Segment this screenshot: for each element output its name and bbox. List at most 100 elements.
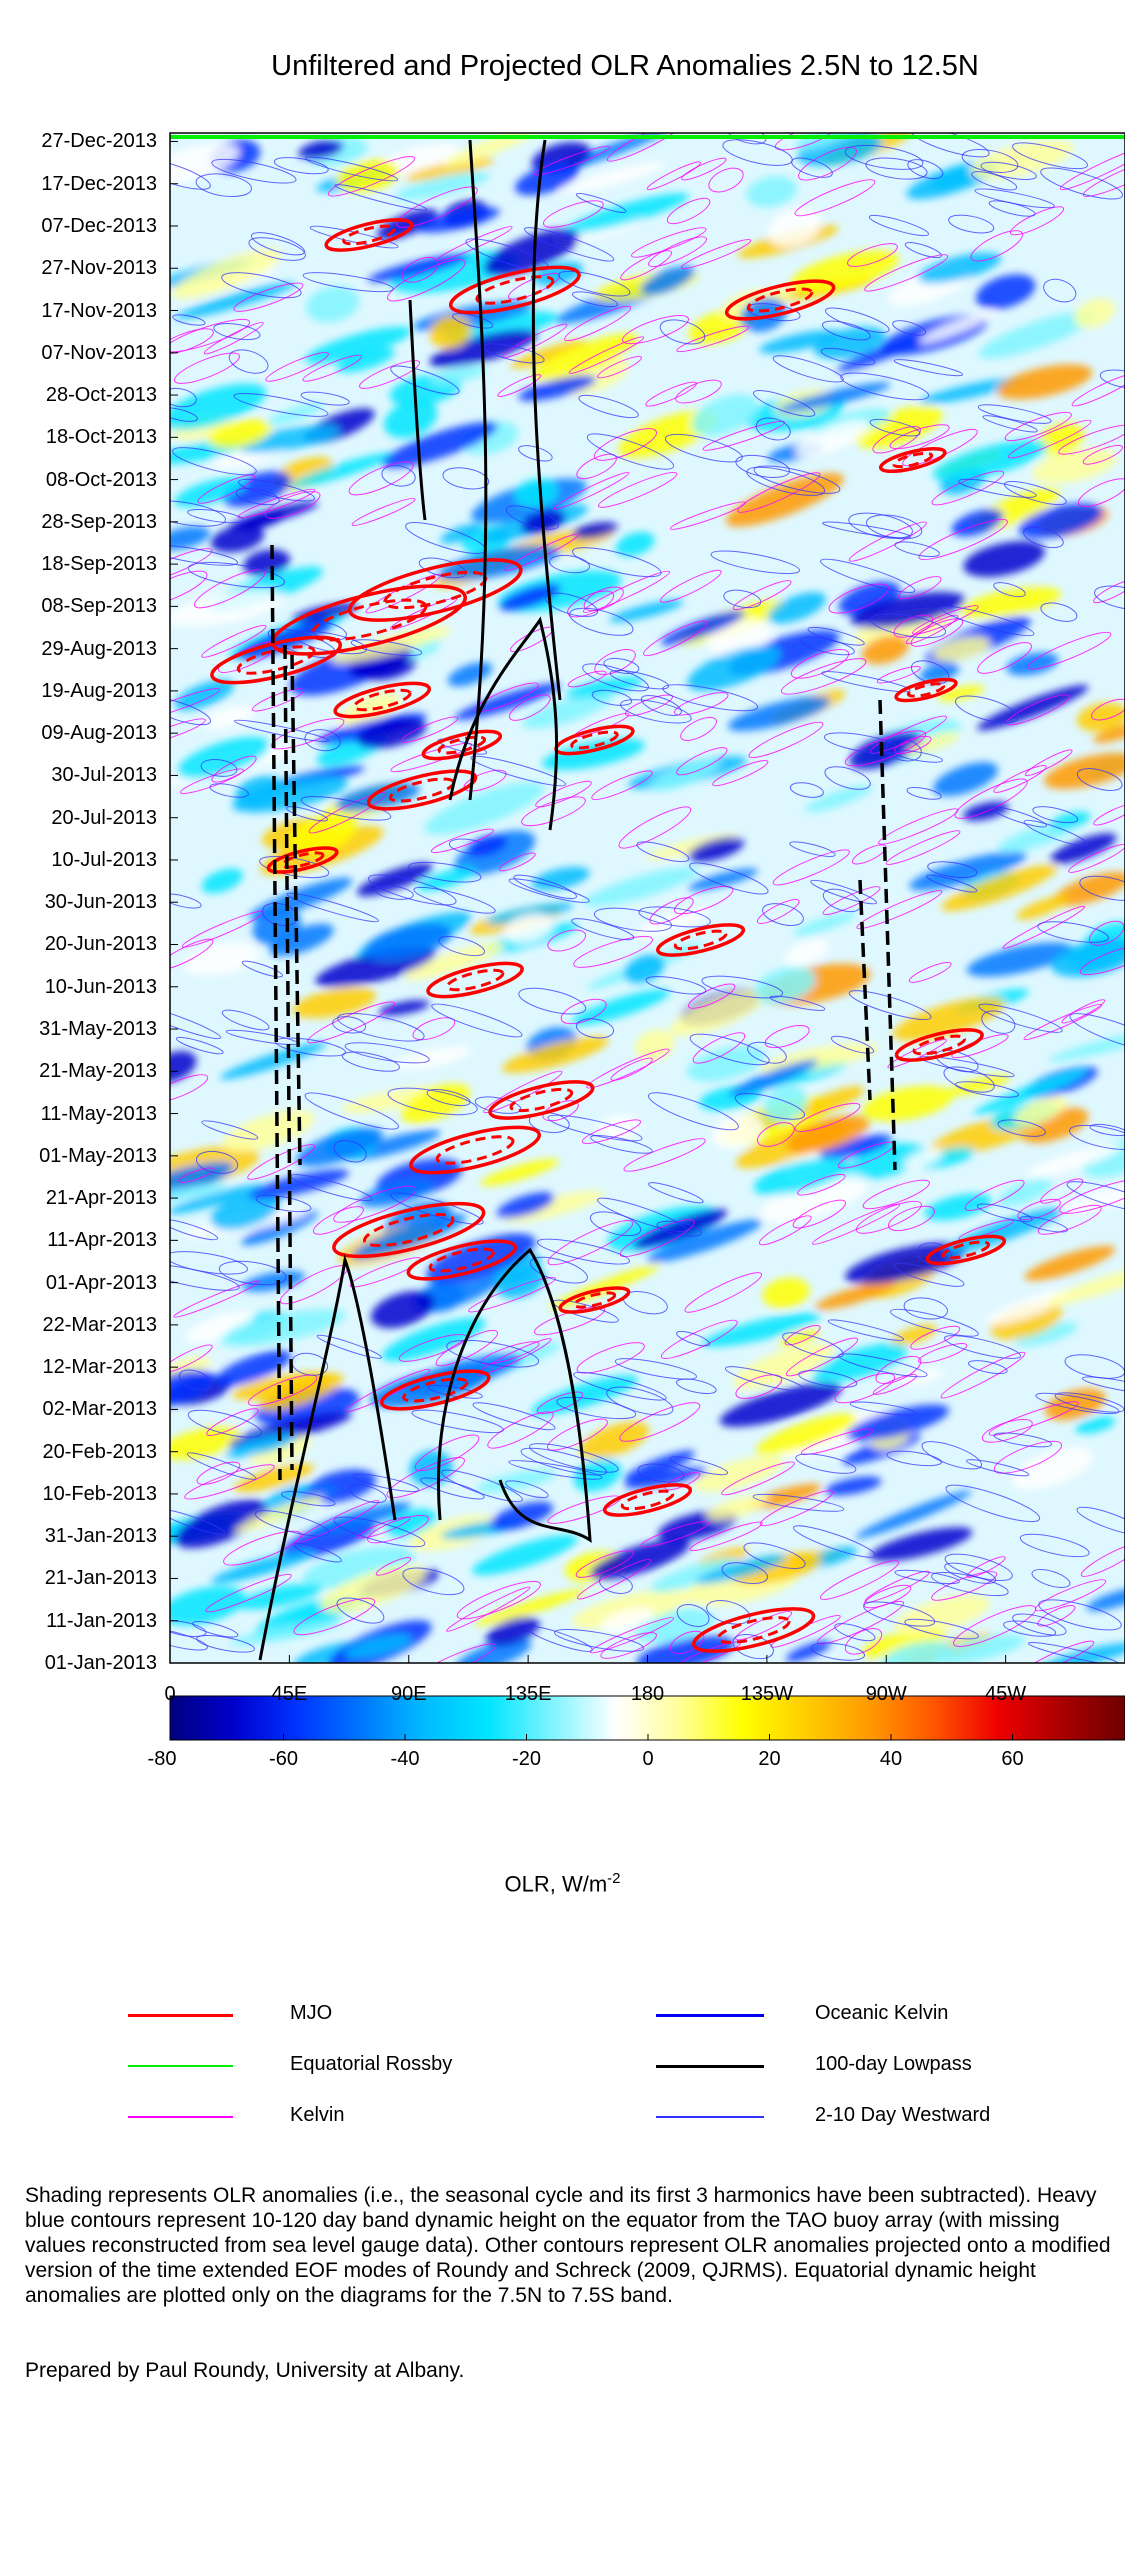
kelvin-contour	[170, 1344, 213, 1373]
kelvin-contour	[610, 1057, 653, 1081]
y-tick-label: 27-Nov-2013	[41, 257, 157, 280]
lowpass-contour	[468, 139, 488, 801]
olr-anomaly-patch	[560, 162, 666, 194]
kelvin-contour	[816, 1600, 905, 1645]
olr-anomaly-patch	[903, 1148, 944, 1169]
westward-contour	[333, 1139, 367, 1163]
colorbar	[169, 1695, 1125, 1741]
olr-anomaly-patch	[222, 1110, 315, 1152]
olr-anomaly-patch	[184, 1310, 254, 1344]
olr-anomaly-patch	[515, 163, 579, 196]
kelvin-contour	[251, 688, 305, 712]
westward-contour	[201, 1120, 259, 1140]
westward-contour	[648, 1182, 704, 1204]
olr-anomaly-patch	[589, 1538, 690, 1580]
westward-contour	[823, 732, 900, 754]
olr-anomaly-patch	[170, 1051, 197, 1084]
westward-contour	[723, 589, 762, 609]
kelvin-contour	[1093, 579, 1125, 604]
westward-contour	[965, 1459, 1030, 1477]
y-tick-label: 17-Nov-2013	[41, 299, 157, 322]
westward-contour	[427, 1384, 483, 1399]
westward-contour	[170, 1627, 208, 1651]
westward-contour	[943, 1066, 995, 1093]
westward-contour	[931, 1572, 1009, 1597]
kelvin-contour	[247, 1374, 318, 1407]
westward-contour	[248, 237, 306, 261]
kelvin-contour	[333, 1185, 417, 1223]
olr-anomaly-patch	[917, 252, 1002, 284]
olr-anomaly-patch	[424, 781, 545, 835]
mjo-contour	[435, 1135, 515, 1165]
olr-anomaly-patch	[793, 912, 857, 936]
westward-contour	[387, 1087, 478, 1116]
kelvin-contour	[911, 605, 979, 635]
westward-contour	[505, 505, 559, 530]
kelvin-contour	[412, 1017, 456, 1041]
westward-contour	[337, 1013, 425, 1042]
mjo-contour	[602, 1483, 693, 1517]
y-tick-label: 08-Sep-2013	[41, 595, 157, 618]
olr-anomaly-patch	[905, 731, 961, 756]
kelvin-contour	[811, 1203, 901, 1245]
olr-anomaly-patch	[785, 1640, 832, 1662]
kelvin-contour	[468, 1276, 556, 1313]
westward-contour	[172, 447, 257, 476]
westward-contour	[526, 1625, 593, 1652]
kelvin-contour	[1027, 631, 1112, 670]
kelvin-contour	[758, 1215, 812, 1246]
kelvin-contour	[542, 200, 604, 228]
westward-contour	[988, 200, 1036, 217]
kelvin-contour	[412, 1643, 497, 1663]
kelvin-contour	[312, 1206, 364, 1235]
kelvin-contour	[504, 533, 579, 572]
mjo-contour	[892, 451, 934, 469]
olr-anomaly-patch	[879, 1641, 952, 1663]
westward-contour	[172, 314, 206, 326]
westward-contour	[575, 193, 627, 213]
kelvin-contour	[1008, 419, 1092, 459]
westward-contour	[192, 1621, 239, 1638]
kelvin-contour	[772, 849, 850, 886]
westward-contour	[170, 407, 198, 422]
westward-contour	[1032, 806, 1079, 824]
y-tick-label: 19-Aug-2013	[41, 679, 157, 702]
kelvin-contour	[621, 314, 689, 345]
kelvin-contour	[977, 642, 1032, 674]
olr-anomaly-patch	[174, 679, 235, 711]
westward-contour	[820, 347, 876, 366]
kelvin-contour	[170, 1074, 209, 1103]
westward-contour	[1069, 1013, 1125, 1052]
kelvin-contour	[864, 254, 949, 292]
westward-contour	[170, 893, 202, 909]
y-tick-label: 21-May-2013	[39, 1060, 157, 1083]
y-tick-label: 28-Sep-2013	[41, 510, 157, 533]
y-tick-label: 29-Aug-2013	[41, 637, 157, 660]
kelvin-contour	[567, 670, 607, 688]
olr-anomaly-patch	[754, 967, 816, 1004]
kelvin-contour	[623, 1138, 706, 1172]
westward-contour	[598, 1573, 633, 1594]
olr-anomaly-patch	[236, 510, 287, 531]
olr-anomaly-patch	[624, 1467, 708, 1489]
x-tick-label: 45E	[271, 1683, 308, 1705]
kelvin-contour	[931, 470, 1005, 506]
colorbar-tick-label: -80	[147, 1748, 177, 1770]
westward-contour	[569, 607, 634, 636]
westward-contour	[726, 133, 767, 145]
olr-anomaly-patch	[855, 1490, 972, 1539]
olr-anomaly-patch	[934, 1634, 1025, 1663]
kelvin-contour	[680, 716, 717, 741]
olr-anomaly-patch	[483, 229, 579, 276]
kelvin-contour	[203, 321, 264, 355]
kelvin-contour	[521, 796, 586, 827]
westward-contour	[408, 861, 482, 883]
olr-anomaly-patch	[174, 476, 248, 507]
westward-contour	[573, 1371, 667, 1401]
westward-contour	[578, 394, 639, 419]
olr-anomaly-patch	[862, 1085, 953, 1122]
kelvin-contour	[953, 1605, 1037, 1647]
westward-contour	[993, 582, 1026, 598]
westward-contour	[921, 1441, 983, 1470]
kelvin-contour	[993, 1440, 1063, 1474]
